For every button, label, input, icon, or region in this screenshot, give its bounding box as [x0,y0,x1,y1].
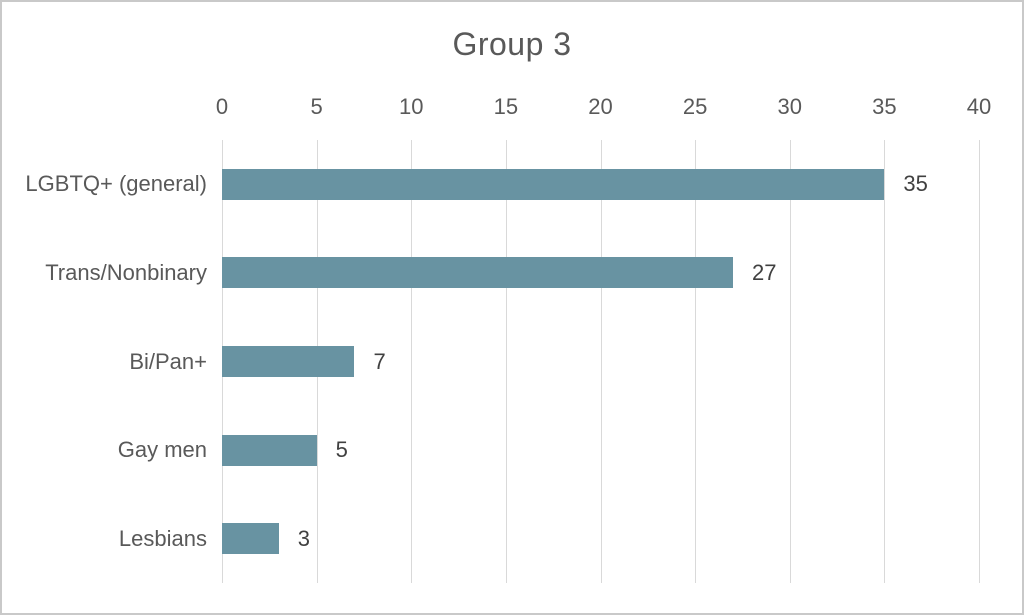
value-label: 35 [903,171,928,197]
bar-5 [222,523,279,555]
category-label: Bi/Pan+ [129,348,207,374]
gridline [695,140,697,583]
bar-1 [222,168,885,200]
value-label: 7 [373,348,386,374]
value-label: 5 [335,437,348,463]
value-label: 27 [751,259,777,285]
gridline [979,140,980,583]
gridline [789,140,791,583]
x-axis-tick-label: 40 [966,94,992,119]
gridline [600,140,602,583]
category-label: LGBTQ+ (general) [25,171,207,197]
x-axis-tick-label: 10 [399,94,424,119]
x-axis-tick-label: 5 [310,94,323,119]
x-axis-tick-label: 0 [215,94,229,119]
x-axis-tick-label: 30 [777,94,802,119]
value-label: 3 [297,525,311,551]
x-axis-tick-label: 35 [872,94,897,119]
gridline [411,140,413,583]
bar-4 [222,434,317,466]
bar-3 [222,346,355,377]
category-label: Lesbians [118,525,207,551]
category-label: Trans/Nonbinary [45,259,207,285]
chart-title: Group 3 [452,26,572,62]
x-axis-tick-label: 15 [493,94,519,119]
x-axis-tick-label: 25 [682,94,708,119]
x-axis-tick-label: 20 [588,94,613,119]
gridline [884,140,886,583]
category-label: Gay men [117,437,207,463]
gridline [505,140,507,583]
bar-2 [222,257,733,289]
